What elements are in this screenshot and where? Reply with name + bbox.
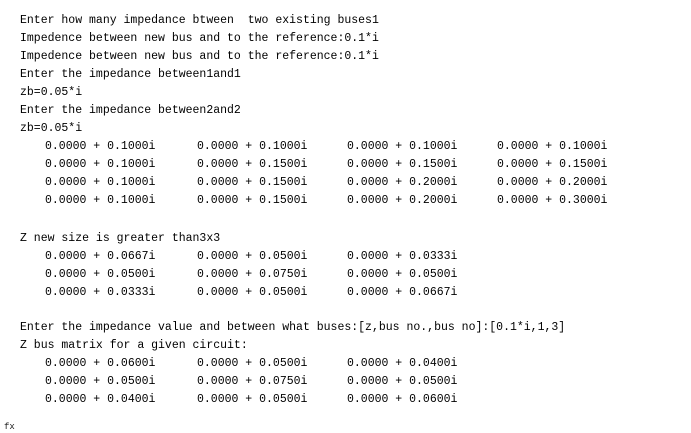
- matrix3-row: 0.0000 + 0.0500i 0.0000 + 0.0750i 0.0000…: [0, 373, 691, 391]
- matrix3-cell: 0.0000 + 0.0600i: [45, 357, 156, 370]
- matrix1-cell: 0.0000 + 0.1500i: [197, 158, 308, 171]
- matrix2-cell: 0.0000 + 0.0333i: [45, 286, 156, 299]
- matrix1-cell: 0.0000 + 0.1000i: [197, 140, 308, 153]
- matrix3-row: 0.0000 + 0.0600i 0.0000 + 0.0500i 0.0000…: [0, 355, 691, 373]
- matrix1-cell: 0.0000 + 0.1000i: [347, 140, 458, 153]
- matrix1-cell: 0.0000 + 0.1000i: [45, 194, 156, 207]
- matrix2-row: 0.0000 + 0.0333i 0.0000 + 0.0500i 0.0000…: [0, 284, 691, 302]
- matrix1-cell: 0.0000 + 0.1500i: [347, 158, 458, 171]
- matrix3-cell: 0.0000 + 0.0600i: [347, 393, 458, 406]
- matrix2-cell: 0.0000 + 0.0750i: [197, 268, 308, 281]
- output-line-input-prompt: Enter the impedance value and between wh…: [20, 321, 566, 334]
- matrix3-cell: 0.0000 + 0.0500i: [45, 375, 156, 388]
- matrix3-cell: 0.0000 + 0.0400i: [347, 357, 458, 370]
- matrix2-cell: 0.0000 + 0.0500i: [197, 250, 308, 263]
- matrix2-cell: 0.0000 + 0.0500i: [45, 268, 156, 281]
- output-line-impedance-ref-1: Impedence between new bus and to the ref…: [20, 32, 379, 45]
- matrix1-row: 0.0000 + 0.1000i 0.0000 + 0.1000i 0.0000…: [0, 138, 691, 156]
- matrix1-row: 0.0000 + 0.1000i 0.0000 + 0.1500i 0.0000…: [0, 156, 691, 174]
- fx-prompt-icon[interactable]: fx: [4, 422, 15, 432]
- matrix1-cell: 0.0000 + 0.2000i: [347, 194, 458, 207]
- matrix1-cell: 0.0000 + 0.1000i: [45, 140, 156, 153]
- matrix2-cell: 0.0000 + 0.0500i: [347, 268, 458, 281]
- matrix3-row: 0.0000 + 0.0400i 0.0000 + 0.0500i 0.0000…: [0, 391, 691, 409]
- matrix1-cell: 0.0000 + 0.1000i: [45, 176, 156, 189]
- matrix1-cell: 0.0000 + 0.1500i: [197, 194, 308, 207]
- matrix3-cell: 0.0000 + 0.0500i: [347, 375, 458, 388]
- output-line-zbus-title: Z bus matrix for a given circuit:: [20, 339, 248, 352]
- matrix3-cell: 0.0000 + 0.0400i: [45, 393, 156, 406]
- output-line-impedance-1-1: Enter the impedance between1and1: [20, 68, 241, 81]
- matrix1-cell: 0.0000 + 0.1500i: [197, 176, 308, 189]
- matrix1-row: 0.0000 + 0.1000i 0.0000 + 0.1500i 0.0000…: [0, 174, 691, 192]
- matrix3-cell: 0.0000 + 0.0500i: [197, 357, 308, 370]
- matrix2-cell: 0.0000 + 0.0500i: [197, 286, 308, 299]
- output-line-zb-1: zb=0.05*i: [20, 86, 83, 99]
- matrix3-cell: 0.0000 + 0.0500i: [197, 393, 308, 406]
- matrix1-cell: 0.0000 + 0.1500i: [497, 158, 608, 171]
- matrix1-cell: 0.0000 + 0.2000i: [497, 176, 608, 189]
- matrix2-row: 0.0000 + 0.0667i 0.0000 + 0.0500i 0.0000…: [0, 248, 691, 266]
- matrix2-cell: 0.0000 + 0.0667i: [347, 286, 458, 299]
- matrix1-cell: 0.0000 + 0.3000i: [497, 194, 608, 207]
- matrix2-row: 0.0000 + 0.0500i 0.0000 + 0.0750i 0.0000…: [0, 266, 691, 284]
- output-line-impedance-ref-2: Impedence between new bus and to the ref…: [20, 50, 379, 63]
- output-line-impedance-2-2: Enter the impedance between2and2: [20, 104, 241, 117]
- output-line-zb-2: zb=0.05*i: [20, 122, 83, 135]
- matrix1-cell: 0.0000 + 0.2000i: [347, 176, 458, 189]
- matrix2-cell: 0.0000 + 0.0333i: [347, 250, 458, 263]
- matrix1-row: 0.0000 + 0.1000i 0.0000 + 0.1500i 0.0000…: [0, 192, 691, 210]
- matrix2-cell: 0.0000 + 0.0667i: [45, 250, 156, 263]
- matrix1-cell: 0.0000 + 0.1000i: [497, 140, 608, 153]
- output-line-buses-count: Enter how many impedance btween two exis…: [20, 14, 379, 27]
- output-line-size-message: Z new size is greater than3x3: [20, 232, 221, 245]
- matrix1-cell: 0.0000 + 0.1000i: [45, 158, 156, 171]
- matrix3-cell: 0.0000 + 0.0750i: [197, 375, 308, 388]
